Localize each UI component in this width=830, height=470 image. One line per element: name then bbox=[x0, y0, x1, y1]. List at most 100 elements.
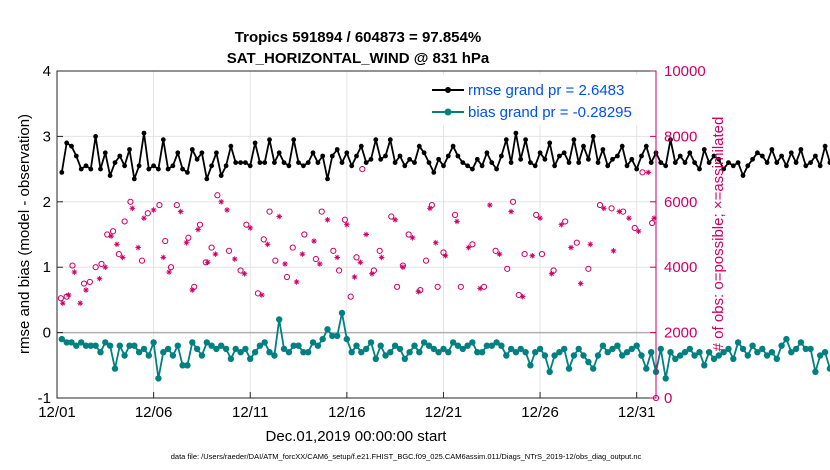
obs-possible-point bbox=[167, 264, 175, 271]
bias-data-point bbox=[783, 335, 790, 343]
obs-assimilated-point bbox=[135, 244, 141, 251]
rmse-data-point bbox=[204, 176, 210, 182]
obs-possible-point bbox=[405, 231, 412, 238]
obs-possible-point bbox=[521, 251, 528, 258]
rmse-data-point bbox=[426, 160, 432, 166]
x-tick-label: 12/31 bbox=[618, 404, 656, 421]
obs-assimilated-point bbox=[259, 292, 265, 298]
rmse-data-point bbox=[117, 153, 123, 159]
bias-data-point bbox=[406, 349, 413, 356]
rmse-data-point bbox=[494, 166, 499, 172]
bias-data-point bbox=[179, 362, 186, 369]
rmse-data-point bbox=[677, 153, 683, 159]
rmse-data-point bbox=[402, 163, 408, 169]
obs-possible-point bbox=[109, 228, 117, 235]
rmse-data-point bbox=[315, 160, 321, 166]
legend-box bbox=[427, 74, 654, 126]
obs-possible-point bbox=[173, 201, 180, 209]
legend-rmse-label: rmse grand pr = 2.6483 bbox=[468, 82, 624, 99]
bias-data-point bbox=[208, 342, 215, 349]
rmse-data-point bbox=[416, 143, 422, 149]
bias-data-point bbox=[126, 342, 133, 349]
rmse-data-point bbox=[750, 156, 755, 162]
bias-data-point bbox=[58, 335, 65, 343]
rmse-data-point bbox=[373, 137, 379, 143]
obs-assimilated-point bbox=[454, 218, 460, 225]
rmse-data-point bbox=[658, 160, 664, 166]
bias-data-point bbox=[285, 349, 293, 356]
bias-data-point bbox=[382, 352, 389, 359]
bias-data-point bbox=[227, 355, 235, 362]
bias-data-point bbox=[338, 309, 346, 317]
obs-possible-layer bbox=[57, 166, 660, 402]
bias-data-point bbox=[701, 362, 708, 369]
bias-data-point bbox=[416, 349, 423, 356]
obs-assimilated-point bbox=[150, 207, 157, 213]
legend-bias-label: bias grand pr = -0.28295 bbox=[468, 104, 632, 121]
bias-data-point bbox=[396, 345, 404, 353]
rmse-data-point bbox=[643, 143, 649, 149]
rmse-data-point bbox=[455, 153, 461, 159]
obs-possible-point bbox=[138, 257, 146, 264]
rmse-data-point bbox=[532, 163, 538, 169]
obs-assimilated-point bbox=[635, 228, 642, 235]
obs-assimilated-point bbox=[537, 215, 543, 221]
rmse-data-point bbox=[354, 153, 359, 159]
rmse-data-point bbox=[499, 153, 504, 159]
rmse-data-point bbox=[185, 170, 190, 175]
obs-possible-point bbox=[312, 255, 320, 263]
obs-possible-point bbox=[649, 219, 656, 227]
rmse-data-point bbox=[281, 160, 287, 166]
rmse-data-point bbox=[769, 147, 775, 152]
rmse-data-point bbox=[272, 160, 277, 166]
obs-assimilated-point bbox=[651, 215, 657, 221]
bias-data-point bbox=[575, 345, 582, 353]
rmse-data-point bbox=[537, 150, 543, 156]
rmse-data-point bbox=[571, 137, 577, 143]
bias-data-point bbox=[377, 342, 384, 349]
rmse-data-point bbox=[697, 166, 702, 172]
rmse-data-point bbox=[421, 150, 427, 156]
rmse-data-point bbox=[136, 163, 142, 169]
obs-assimilated-point bbox=[293, 279, 300, 285]
rmse-data-point bbox=[189, 147, 195, 152]
bias-data-point bbox=[744, 352, 751, 359]
obs-possible-point bbox=[156, 201, 163, 209]
bias-data-point bbox=[638, 352, 645, 359]
obs-assimilated-point bbox=[626, 215, 632, 221]
obs-possible-point bbox=[639, 169, 646, 176]
obs-assimilated-point bbox=[568, 244, 574, 251]
x-tick-label: 12/01 bbox=[38, 404, 76, 421]
obs-possible-point bbox=[509, 198, 517, 205]
bias-data-point bbox=[271, 352, 278, 359]
bias-data-point bbox=[449, 339, 457, 346]
bias-data-point bbox=[691, 352, 698, 359]
rmse-data-point bbox=[817, 163, 823, 169]
obs-assimilated-point bbox=[334, 254, 340, 261]
y-left-tick-label: 3 bbox=[43, 128, 51, 145]
rmse-data-point bbox=[450, 143, 456, 149]
obs-assimilated-point bbox=[577, 280, 584, 287]
bias-data-point bbox=[348, 349, 355, 356]
rmse-data-point bbox=[605, 163, 611, 169]
rmse-data-point bbox=[547, 140, 553, 146]
obs-assimilated-point bbox=[77, 300, 83, 306]
bias-data-point bbox=[483, 342, 491, 349]
obs-assimilated-point bbox=[378, 254, 385, 261]
obs-possible-point bbox=[98, 260, 105, 268]
bias-data-point bbox=[763, 352, 771, 359]
obs-assimilated-point bbox=[231, 256, 238, 262]
bias-data-point bbox=[686, 345, 693, 353]
obs-possible-point bbox=[57, 295, 64, 302]
obs-assimilated-point bbox=[160, 254, 167, 261]
bias-data-point bbox=[720, 349, 727, 356]
obs-assimilated-point bbox=[282, 261, 288, 267]
obs-possible-point bbox=[370, 267, 377, 274]
obs-possible-point bbox=[376, 247, 383, 254]
obs-assimilated-point bbox=[465, 244, 472, 251]
rmse-data-point bbox=[803, 163, 809, 169]
rmse-data-point bbox=[518, 156, 524, 162]
bias-data-point bbox=[488, 342, 495, 349]
rmse-data-point bbox=[581, 143, 586, 149]
bias-data-point bbox=[111, 365, 119, 372]
